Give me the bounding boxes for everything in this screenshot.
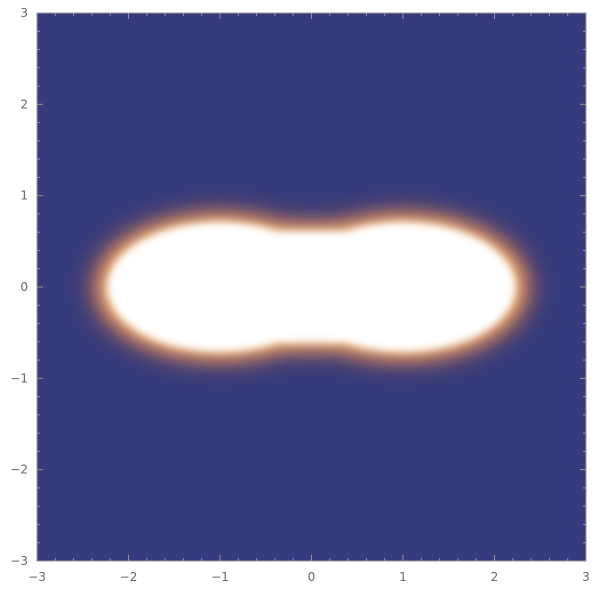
- x-tick-label: 1: [399, 570, 407, 584]
- x-axis-ticks: [36, 13, 587, 561]
- y-axis-tick-labels: 3 2 1 0 −1 −2 −3: [10, 6, 28, 568]
- x-tick-label: −2: [120, 570, 138, 584]
- x-tick-label: 3: [582, 570, 590, 584]
- bright-core-waist: [220, 231, 403, 343]
- x-tick-label: −1: [211, 570, 229, 584]
- bright-core: [107, 222, 516, 352]
- y-tick-label: 2: [20, 97, 28, 111]
- y-axis-ticks: [37, 12, 586, 562]
- y-tick-label: 3: [20, 6, 28, 20]
- x-axis-tick-labels: −3 −2 −1 0 1 2 3: [28, 570, 590, 584]
- y-tick-label: −3: [10, 554, 28, 568]
- y-tick-label: −2: [10, 463, 28, 477]
- density-field: [94, 214, 529, 360]
- x-tick-label: 0: [308, 570, 316, 584]
- x-tick-label: 2: [491, 570, 499, 584]
- y-tick-label: −1: [10, 371, 28, 385]
- y-tick-label: 1: [20, 189, 28, 203]
- y-tick-label: 0: [20, 280, 28, 294]
- x-tick-label: −3: [28, 570, 46, 584]
